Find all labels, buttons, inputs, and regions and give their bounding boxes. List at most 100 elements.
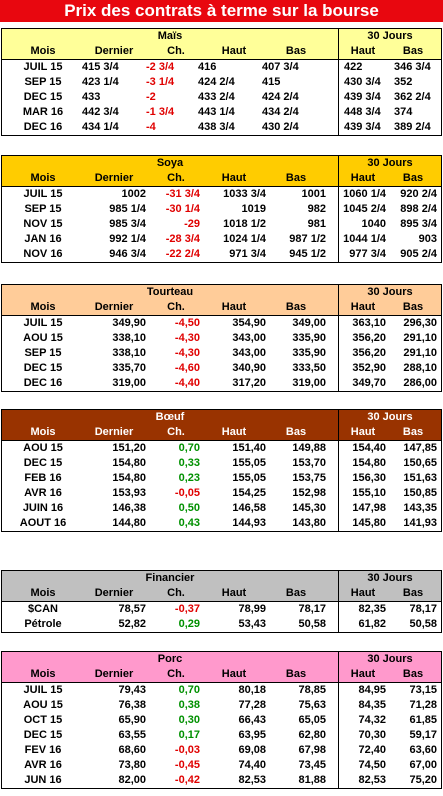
cell-b30: 63,60 <box>409 744 437 756</box>
cell-dernier: 423 1/4 <box>82 76 119 88</box>
col-ch-header: Ch. <box>167 301 185 313</box>
cell-ch: 0,33 <box>178 457 200 469</box>
cell-h30: 356,20 <box>352 332 386 344</box>
cell-h30: 154,80 <box>352 457 386 469</box>
cell-b30: 920 2/4 <box>400 188 437 200</box>
section-name: Tourteau <box>146 286 194 298</box>
col-b30-header: Bas <box>402 45 424 57</box>
cell-ch: -29 <box>184 218 200 230</box>
cell-ch: -4,30 <box>174 347 200 359</box>
cell-haut: 1019 <box>241 203 266 215</box>
column-header: Mois Dernier Ch. Haut Bas Haut Bas <box>2 44 441 59</box>
cell-ch: -3 1/4 <box>146 76 175 88</box>
cell-mois: AOU 15 <box>23 699 63 711</box>
cell-haut: 155,05 <box>232 472 266 484</box>
col-h30-header: Haut <box>350 301 376 313</box>
cell-b30: 895 3/4 <box>400 218 437 230</box>
cell-haut: 438 3/4 <box>198 121 235 133</box>
col-bas-header: Bas <box>285 45 307 57</box>
cell-ch: 0,38 <box>178 699 200 711</box>
table-row: OCT 15 65,90 0,30 66,43 65,05 74,32 61,85 <box>2 713 441 728</box>
column-header: Mois Dernier Ch. Haut Bas Haut Bas <box>2 300 441 315</box>
cell-h30: 1044 1/4 <box>343 233 386 245</box>
cell-h30: 448 3/4 <box>344 106 381 118</box>
cell-dernier: 335,70 <box>112 362 146 374</box>
section-body: AOU 15 151,20 0,70 151,40 149,88 154,40 147,85… <box>2 440 441 531</box>
cell-haut: 146,58 <box>232 502 266 514</box>
cell-b30: 296,30 <box>403 317 437 329</box>
cell-haut: 53,43 <box>238 618 266 630</box>
cell-h30: 349,70 <box>352 377 386 389</box>
section-header: Porc 30 Jours <box>2 652 441 667</box>
cell-dernier: 985 3/4 <box>109 218 146 230</box>
cell-bas: 987 1/2 <box>289 233 326 245</box>
cell-haut: 74,40 <box>238 759 266 771</box>
cell-dernier: 153,93 <box>112 487 146 499</box>
cell-bas: 73,45 <box>298 759 326 771</box>
col-ch-header: Ch. <box>167 172 185 184</box>
header-divider <box>338 586 339 601</box>
cell-mois: SEP 15 <box>24 76 62 88</box>
cell-dernier: 63,55 <box>118 729 146 741</box>
section-financier: Financier 30 Jours Mois Dernier Ch. Haut Bas Ha… <box>1 570 442 633</box>
cell-h30: 84,35 <box>358 699 386 711</box>
cell-dernier: 1002 <box>121 188 146 200</box>
col-b30-header: Bas <box>402 668 424 680</box>
cell-h30: 1045 2/4 <box>343 203 386 215</box>
cell-bas: 349,00 <box>292 317 326 329</box>
cell-h30: 82,53 <box>358 774 386 786</box>
cell-h30: 352,90 <box>352 362 386 374</box>
cell-bas: 981 <box>307 218 326 230</box>
cell-ch: -0,05 <box>174 487 200 499</box>
section-soya: Soya 30 Jours Mois Dernier Ch. Haut Bas Haut Bas… <box>1 155 442 263</box>
cell-haut: 354,90 <box>232 317 266 329</box>
col-mois-header: Mois <box>30 45 56 57</box>
table-row: JUIL 15 79,43 0,70 80,18 78,85 84,95 73,15 <box>2 683 441 698</box>
cell-dernier: 433 <box>82 91 101 103</box>
cell-bas: 81,88 <box>298 774 326 786</box>
cell-b30: 143,35 <box>403 502 437 514</box>
col-dernier-header: Dernier <box>94 172 134 184</box>
cell-b30: 67,00 <box>409 759 437 771</box>
table-row: DEC 15 63,55 0,17 63,95 62,80 70,30 59,17 <box>2 728 441 743</box>
cell-h30: 84,95 <box>358 684 386 696</box>
cell-haut: 433 2/4 <box>198 91 235 103</box>
cell-h30: 356,20 <box>352 347 386 359</box>
cell-dernier: 338,10 <box>112 332 146 344</box>
cell-b30: 389 2/4 <box>394 121 431 133</box>
cell-dernier: 146,38 <box>112 502 146 514</box>
table-row: SEP 15 423 1/4 -3 1/4 424 2/4 415 430 3/4 352 <box>2 75 441 90</box>
header-divider <box>338 156 339 171</box>
section-body: JUIL 15 79,43 0,70 80,18 78,85 84,95 73,15 AOU … <box>2 682 441 788</box>
table-row: DEC 16 319,00 -4,40 317,20 319,00 349,70 286,0… <box>2 376 441 391</box>
cell-mois: $CAN <box>28 603 58 615</box>
cell-bas: 335,90 <box>292 347 326 359</box>
cell-ch: -1 3/4 <box>146 106 175 118</box>
col-dernier-header: Dernier <box>94 426 134 438</box>
table-row: JUN 16 82,00 -0,42 82,53 81,88 82,53 75,20 <box>2 773 441 788</box>
col-haut-header: Haut <box>221 301 247 313</box>
table-row: AVR 16 73,80 -0,45 74,40 73,45 74,50 67,00 <box>2 758 441 773</box>
section-body: JUIL 15 349,90 -4,50 354,90 349,00 363,10 296,… <box>2 315 441 391</box>
cell-b30: 151,63 <box>403 472 437 484</box>
cell-ch: -0,42 <box>174 774 200 786</box>
col-mois-header: Mois <box>30 172 56 184</box>
cell-dernier: 946 3/4 <box>109 248 146 260</box>
cell-b30: 73,15 <box>409 684 437 696</box>
cell-ch: -4,50 <box>174 317 200 329</box>
table-row: FEV 16 68,60 -0,03 69,08 67,98 72,40 63,60 <box>2 743 441 758</box>
header-divider <box>338 171 339 186</box>
table-row: AVR 16 153,93 -0,05 154,25 152,98 155,10 150,8… <box>2 486 441 501</box>
body-divider <box>338 316 339 391</box>
table-row: MAR 16 442 3/4 -1 3/4 443 1/4 434 2/4 448 3/4… <box>2 105 441 120</box>
cell-bas: 149,88 <box>292 442 326 454</box>
cell-mois: JUIL 15 <box>23 61 63 73</box>
cell-haut: 82,53 <box>238 774 266 786</box>
cell-b30: 288,10 <box>403 362 437 374</box>
col-ch-header: Ch. <box>167 45 185 57</box>
col-ch-header: Ch. <box>167 668 185 680</box>
table-row: Pétrole 52,82 0,29 53,43 50,58 61,82 50,58 <box>2 617 441 632</box>
cell-h30: 430 3/4 <box>344 76 381 88</box>
cell-ch: -4,30 <box>174 332 200 344</box>
cell-h30: 61,82 <box>358 618 386 630</box>
